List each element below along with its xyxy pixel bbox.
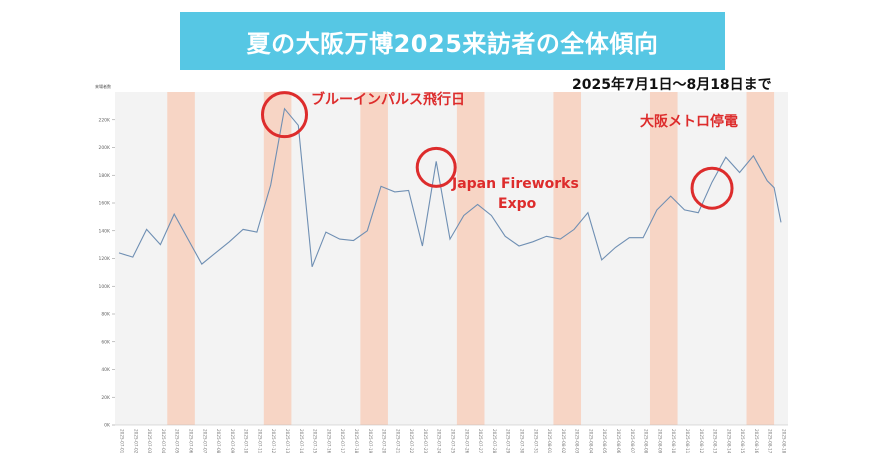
y-tick-label: 60K: [101, 339, 111, 345]
x-tick-label: 2025-08-09: [657, 429, 662, 454]
annotation-fireworks-line2: Expo: [498, 196, 537, 212]
annotation-fireworks-line1: Japan Fireworks: [451, 176, 579, 192]
annotations: ブルーインパルス飛行日 Japan Fireworks Expo 大阪メトロ停電: [311, 91, 738, 212]
y-tick-label: 80K: [101, 312, 111, 318]
x-tick-label: 2025-07-14: [299, 429, 304, 454]
event-highlights: [261, 91, 734, 210]
weekend-band-7: [746, 92, 775, 425]
y-tick-label: 20K: [101, 395, 111, 401]
x-tick-label: 2025-07-29: [506, 429, 511, 454]
x-tick-label: 2025-07-10: [244, 429, 249, 454]
weekend-band-2: [263, 92, 292, 425]
weekend-band-3: [360, 92, 388, 425]
x-tick-label: 2025-07-24: [437, 429, 442, 454]
y-tick-label: 180K: [98, 173, 111, 179]
x-tick-label: 2025-07-16: [326, 429, 331, 454]
x-tick-label: 2025-07-21: [395, 429, 400, 454]
x-tick-label: 2025-08-10: [671, 429, 676, 454]
x-tick-label: 2025-07-03: [147, 429, 152, 454]
x-tick-label: 2025-08-17: [768, 429, 773, 454]
x-tick-label: 2025-07-07: [202, 429, 207, 454]
y-tick-label: 220K: [98, 117, 111, 123]
highlight-blue-impulse: [261, 91, 308, 139]
y-tick-label: 120K: [98, 256, 111, 262]
x-tick-label: 2025-08-02: [561, 429, 566, 454]
x-tick-label: 2025-07-23: [423, 429, 428, 454]
x-tick-label: 2025-07-08: [216, 429, 221, 454]
date-range-label: 2025年7月1日〜8月18日まで: [572, 77, 772, 93]
x-tick-label: 2025-07-26: [464, 429, 469, 454]
annotation-metro-outage: 大阪メトロ停電: [640, 113, 738, 130]
x-tick-label: 2025-08-18: [782, 429, 787, 454]
highlight-metro-outage: [690, 166, 734, 210]
x-tick-label: 2025-08-12: [699, 429, 704, 454]
x-tick-label: 2025-07-13: [285, 429, 290, 454]
x-tick-label: 2025-08-15: [740, 429, 745, 454]
x-tick-label: 2025-08-16: [754, 429, 759, 454]
x-tick-label: 2025-08-01: [547, 429, 552, 454]
y-tick-label: 40K: [101, 367, 111, 373]
x-tick-label: 2025-08-13: [713, 429, 718, 454]
x-tick-label: 2025-08-06: [616, 429, 621, 454]
title-banner: 夏の大阪万博2025来訪者の全体傾向: [180, 12, 725, 70]
annotation-blue-impulse: ブルーインパルス飛行日: [311, 91, 465, 108]
weekend-shading: [167, 92, 775, 425]
weekend-band-1: [167, 92, 195, 425]
weekend-band-5: [553, 92, 582, 425]
x-tick-label: 2025-07-25: [451, 429, 456, 454]
x-tick-label: 2025-08-03: [575, 429, 580, 454]
x-tick-label: 2025-07-01: [120, 429, 125, 454]
x-tick-label: 2025-08-14: [726, 429, 731, 454]
x-tick-label: 2025-07-05: [175, 429, 180, 454]
y-tick-label: 0K: [104, 423, 111, 429]
x-tick-label: 2025-07-27: [478, 429, 483, 454]
y-tick-label: 140K: [98, 228, 111, 234]
x-tick-label: 2025-07-31: [533, 429, 538, 454]
weekend-band-6: [649, 92, 678, 425]
x-tick-label: 2025-08-11: [685, 429, 690, 454]
y-tick-label: 160K: [98, 201, 111, 207]
x-tick-label: 2025-07-20: [382, 429, 387, 454]
x-tick-label: 2025-07-11: [257, 429, 262, 454]
plot-background: [115, 92, 788, 425]
x-tick-label: 2025-07-04: [161, 429, 166, 454]
x-tick-label: 2025-07-22: [409, 429, 414, 454]
x-tick-label: 2025-07-02: [133, 429, 138, 454]
x-tick-label: 2025-08-08: [644, 429, 649, 454]
x-tick-label: 2025-08-05: [602, 429, 607, 454]
y-tick-label: 100K: [98, 284, 111, 290]
x-tick-label: 2025-07-15: [313, 429, 318, 454]
y-tick-label: 200K: [98, 145, 111, 151]
x-tick-label: 2025-07-09: [230, 429, 235, 454]
x-tick-label: 2025-07-18: [354, 429, 359, 454]
y-axis: 0K 20K 40K 60K 80K 100K 120K 140K 160K 180K 200K 22…: [98, 117, 115, 429]
x-tick-label: 2025-08-07: [630, 429, 635, 454]
x-tick-label: 2025-07-12: [271, 429, 276, 454]
x-tick-label: 2025-07-28: [492, 429, 497, 454]
visitors-line: [118, 107, 782, 268]
y-axis-title: 来場者数: [95, 83, 111, 89]
x-tick-label: 2025-07-30: [519, 429, 524, 454]
x-tick-label: 2025-07-19: [368, 429, 373, 454]
chart-title: 夏の大阪万博2025来訪者の全体傾向: [246, 29, 659, 58]
weekend-band-4: [456, 92, 485, 425]
x-tick-label: 2025-07-06: [188, 429, 193, 454]
x-tick-label: 2025-08-04: [588, 429, 593, 454]
x-axis: 2025-07-01 2025-07-02 2025-07-03 2025-07-04…: [115, 424, 788, 454]
x-tick-label: 2025-07-17: [340, 429, 345, 454]
highlight-fireworks: [415, 146, 457, 188]
